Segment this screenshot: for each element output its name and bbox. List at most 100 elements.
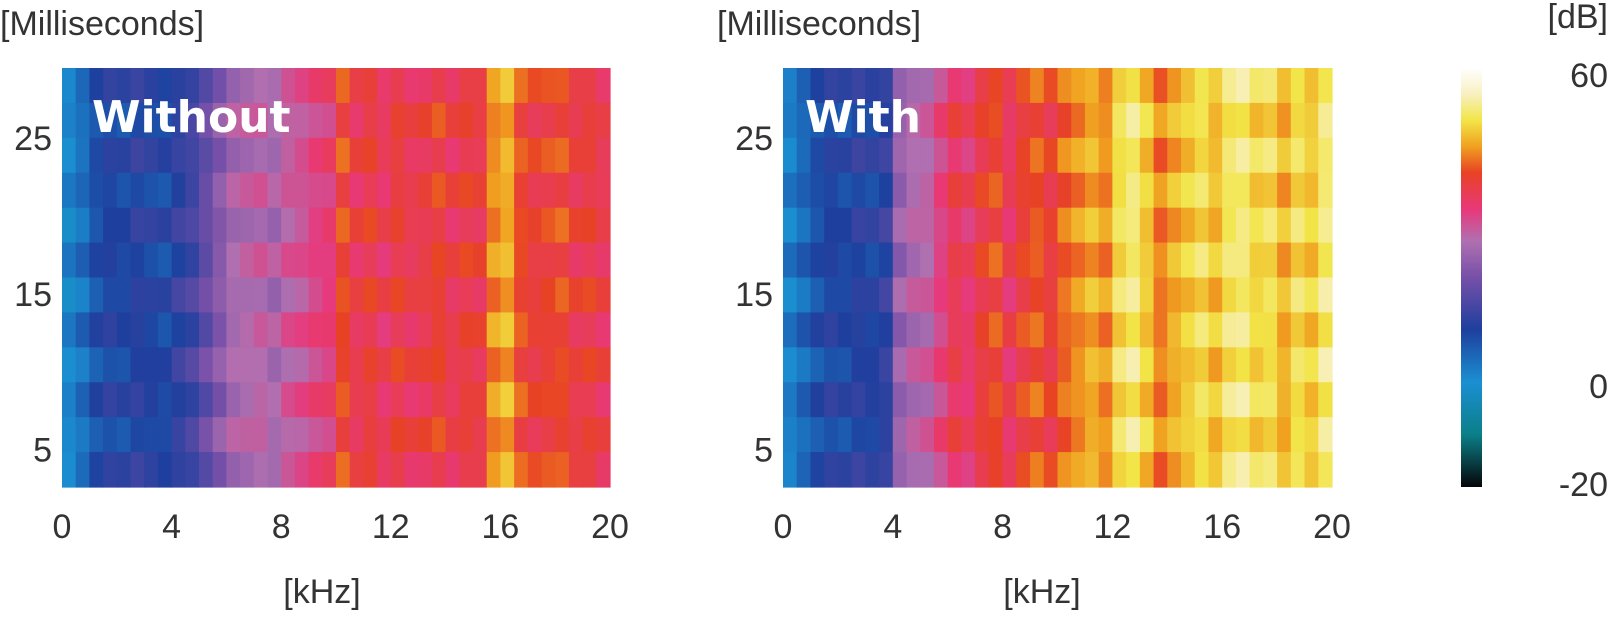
heatmap-cell — [1139, 172, 1155, 209]
heatmap-cell — [240, 417, 255, 453]
heatmap-cell — [1057, 347, 1072, 383]
heatmap-cell — [130, 102, 145, 139]
heatmap-cell — [267, 312, 282, 348]
heatmap-cell — [975, 277, 990, 314]
heatmap-cell — [445, 137, 460, 174]
heatmap-cell — [988, 68, 1004, 104]
heatmap-cell — [1304, 137, 1319, 174]
heatmap-cell — [363, 172, 378, 209]
heatmap-cell — [281, 207, 296, 244]
heatmap-cell — [1208, 312, 1223, 348]
heatmap-cell — [933, 102, 949, 139]
heatmap-cell — [865, 137, 880, 174]
heatmap-cell — [824, 172, 839, 209]
heatmap-cell — [527, 137, 543, 174]
heatmap-cell — [1016, 382, 1031, 418]
heatmap-cell — [1290, 102, 1306, 139]
heatmap-cell — [336, 452, 351, 488]
heatmap-cell — [1167, 382, 1182, 418]
heatmap-cell — [377, 347, 392, 383]
heatmap-cell — [418, 382, 433, 418]
heatmap-cell — [824, 312, 839, 348]
heatmap-cell — [1181, 207, 1196, 244]
heatmap-cell — [1043, 68, 1059, 104]
heatmap-cell — [783, 68, 798, 104]
heatmap-cell — [185, 207, 200, 244]
heatmap-cell — [144, 452, 159, 488]
heatmap-cell — [1249, 312, 1264, 348]
heatmap-cell — [500, 102, 515, 139]
heatmap-cell — [75, 68, 90, 104]
heatmap-cell — [527, 417, 543, 453]
heatmap-cell — [1098, 277, 1113, 314]
heatmap-cell — [1181, 172, 1196, 209]
heatmap-cell — [199, 242, 214, 279]
heatmap-cell — [1167, 312, 1182, 348]
heatmap-cell — [322, 207, 337, 244]
heatmap-cell — [541, 242, 556, 279]
heatmap-cell — [431, 102, 447, 139]
heatmap-cell — [1084, 277, 1100, 314]
heatmap-cell — [892, 137, 908, 174]
heatmap-cell — [418, 277, 433, 314]
heatmap-cell — [130, 382, 145, 418]
heatmap-cell — [103, 68, 118, 104]
heatmap-cell — [199, 207, 214, 244]
heatmap-cell — [459, 347, 474, 383]
heatmap-cell — [62, 68, 77, 104]
heatmap-cell — [377, 417, 392, 453]
heatmap-cell — [171, 347, 186, 383]
heatmap-cell — [1139, 382, 1155, 418]
heatmap-cell — [541, 452, 556, 488]
heatmap-cell — [89, 68, 104, 104]
heatmap-cell — [75, 312, 90, 348]
heatmap-cell — [1263, 68, 1278, 104]
heatmap-cell — [459, 172, 474, 209]
heatmap-cell — [62, 207, 77, 244]
heatmap-cell — [322, 68, 337, 104]
heatmap-cell — [568, 68, 584, 104]
heatmap-cell — [1002, 312, 1017, 348]
heatmap-cell — [933, 347, 949, 383]
heatmap-cells — [62, 68, 611, 488]
heatmap-cell — [1126, 347, 1141, 383]
heatmap-cell — [879, 312, 894, 348]
heatmap-cell — [253, 312, 269, 348]
heatmap-cell — [837, 137, 853, 174]
heatmap-cell — [527, 452, 543, 488]
heatmap-cell — [961, 452, 976, 488]
heatmap-cell — [568, 172, 584, 209]
heatmap-cell — [240, 452, 255, 488]
heatmap-cell — [906, 137, 921, 174]
heatmap-cell — [75, 452, 90, 488]
x-ticks: 0 4 8 12 16 20 — [53, 508, 629, 546]
heatmap-cell — [1235, 172, 1251, 209]
heatmap-cell — [1208, 102, 1223, 139]
heatmap-cell — [555, 172, 570, 209]
colorbar-tick: 60 — [1570, 57, 1608, 95]
heatmap-cell — [961, 207, 976, 244]
heatmap-cell — [783, 242, 798, 279]
heatmap-cell — [1167, 68, 1182, 104]
heatmap-cell — [144, 102, 159, 139]
heatmap-cell — [267, 68, 282, 104]
heatmap-cell — [947, 242, 963, 279]
heatmap-cell — [171, 242, 186, 279]
heatmap-cell — [1222, 102, 1237, 139]
heatmap-cell — [62, 172, 77, 209]
heatmap-cell — [130, 207, 145, 244]
heatmap-cell — [947, 277, 963, 314]
heatmap-cell — [933, 172, 949, 209]
heatmap-cell — [1030, 68, 1045, 104]
heatmap-cell — [568, 137, 584, 174]
heatmap-cell — [1153, 102, 1168, 139]
heatmap-cell — [1235, 242, 1251, 279]
heatmap-cell — [1304, 102, 1319, 139]
heatmap-cell — [240, 277, 255, 314]
heatmap-cell — [1222, 242, 1237, 279]
heatmap-cell — [947, 172, 963, 209]
heatmap-cell — [171, 417, 186, 453]
heatmap-cell — [555, 137, 570, 174]
heatmap-cell — [390, 102, 406, 139]
heatmap-cell — [837, 382, 853, 418]
